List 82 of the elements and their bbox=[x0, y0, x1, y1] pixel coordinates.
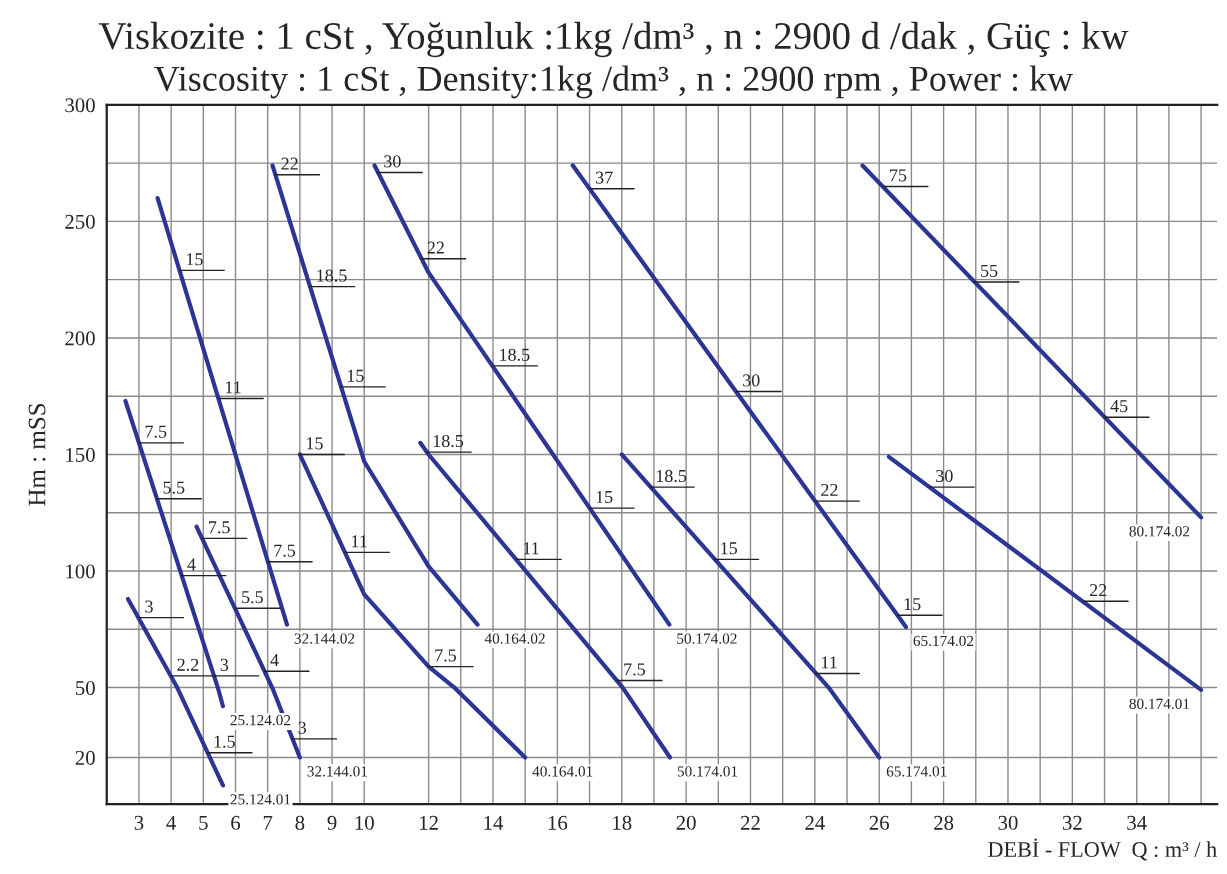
x-tick-label: 7 bbox=[263, 816, 273, 830]
series-label: 25.124.01 bbox=[230, 794, 291, 805]
y-tick-label: 300 bbox=[65, 98, 95, 113]
annotation: 75 bbox=[890, 169, 907, 182]
annotation: 4 bbox=[187, 558, 196, 571]
annotation: 37 bbox=[595, 171, 613, 184]
y-tick-label: 50 bbox=[76, 680, 95, 695]
annotation: 30 bbox=[743, 374, 760, 387]
annotation: 5.5 bbox=[242, 591, 263, 604]
annotation: 7.5 bbox=[274, 544, 296, 557]
annotation: 3 bbox=[298, 721, 307, 734]
x-tick-label: 3 bbox=[134, 815, 144, 830]
annotation: 15 bbox=[347, 369, 364, 382]
annotation: 11 bbox=[225, 381, 241, 394]
y-tick-label: 20 bbox=[75, 750, 95, 765]
annotation: 2.2 bbox=[177, 658, 199, 671]
annotation: 7.5 bbox=[209, 521, 230, 534]
series-label: 32.144.02 bbox=[294, 633, 355, 644]
annotation: 4 bbox=[270, 654, 279, 666]
chart-subtitle: Viscosity : 1 cSt , Density:1kg /dm³ , n : 2900 rpm , Power : kw bbox=[154, 65, 1074, 99]
annotation: 11 bbox=[352, 535, 367, 548]
series-label: 50.174.01 bbox=[677, 766, 738, 777]
series-label: 65.174.02 bbox=[913, 635, 974, 647]
series-label: 50.174.02 bbox=[677, 633, 737, 644]
y-axis-title: Hm : mSS bbox=[28, 403, 46, 506]
annotation: 7.5 bbox=[145, 425, 167, 438]
x-tick-label: 5 bbox=[199, 816, 208, 830]
x-tick-label: 16 bbox=[548, 815, 568, 830]
annotation: 18.5 bbox=[433, 434, 464, 448]
series-label: 40.164.02 bbox=[484, 633, 545, 644]
annotation: 22 bbox=[1089, 584, 1107, 597]
x-tick-label: 18 bbox=[613, 815, 632, 830]
annotation: 18.5 bbox=[656, 469, 687, 483]
annotation: 15 bbox=[307, 437, 323, 450]
annotation: 22 bbox=[427, 241, 444, 254]
x-tick-label: 14 bbox=[484, 815, 504, 830]
x-tick-label: 10 bbox=[355, 815, 374, 830]
y-tick-label: 200 bbox=[65, 331, 95, 346]
series-label: 40.164.01 bbox=[532, 766, 593, 777]
annotation: 22 bbox=[821, 483, 838, 496]
annotation: 30 bbox=[936, 469, 953, 483]
annotation: 11 bbox=[523, 542, 539, 555]
annotation: 3 bbox=[145, 600, 153, 613]
x-tick-label: 26 bbox=[869, 815, 890, 830]
x-tick-label: 22 bbox=[740, 815, 760, 830]
x-tick-label: 30 bbox=[998, 815, 1018, 830]
annotation: 45 bbox=[1110, 400, 1128, 413]
annotation: 1.5 bbox=[214, 735, 235, 748]
annotation: 3 bbox=[220, 658, 229, 671]
annotation: 15 bbox=[186, 253, 203, 266]
annotation: 7.5 bbox=[435, 649, 457, 662]
y-tick-label: 100 bbox=[66, 564, 95, 579]
x-tick-label: 20 bbox=[676, 815, 696, 830]
annotation: 55 bbox=[981, 264, 998, 277]
x-tick-label: 9 bbox=[327, 815, 337, 830]
chart-title: Viskozite : 1 cSt , Yoğunluk :1kg /dm³ , n : 2900 d /dak , Güç : kw bbox=[98, 21, 1129, 58]
annotation: 11 bbox=[822, 656, 837, 669]
series-label: 65.174.01 bbox=[886, 766, 947, 777]
series-label: 25.124.02 bbox=[230, 714, 291, 726]
annotation: 7.5 bbox=[624, 663, 645, 676]
x-tick-label: 24 bbox=[805, 815, 825, 830]
annotation: 30 bbox=[384, 155, 401, 168]
series-label: 80.174.01 bbox=[1129, 698, 1190, 710]
x-tick-label: 8 bbox=[295, 815, 305, 830]
annotation: 22 bbox=[281, 157, 298, 170]
annotation: 18.5 bbox=[317, 269, 347, 282]
x-tick-label: 34 bbox=[1127, 815, 1147, 830]
annotation: 15 bbox=[721, 542, 738, 555]
x-tick-label: 28 bbox=[934, 815, 954, 830]
y-tick-label: 250 bbox=[65, 214, 95, 229]
annotation: 5.5 bbox=[163, 481, 185, 494]
x-tick-label: 4 bbox=[166, 815, 176, 830]
x-tick-label: 32 bbox=[1062, 815, 1082, 830]
series-label: 32.144.01 bbox=[307, 766, 368, 777]
x-tick-label: 6 bbox=[231, 815, 241, 830]
annotation: 15 bbox=[904, 598, 921, 611]
x-tick-label: 12 bbox=[420, 815, 438, 830]
annotation: 15 bbox=[596, 490, 613, 504]
annotation: 18.5 bbox=[500, 348, 530, 361]
series-label: 80.174.02 bbox=[1129, 526, 1190, 537]
x-axis-title: DEBİ - FLOW Q : m³ / h bbox=[988, 838, 1217, 861]
y-tick-label: 150 bbox=[66, 447, 95, 462]
